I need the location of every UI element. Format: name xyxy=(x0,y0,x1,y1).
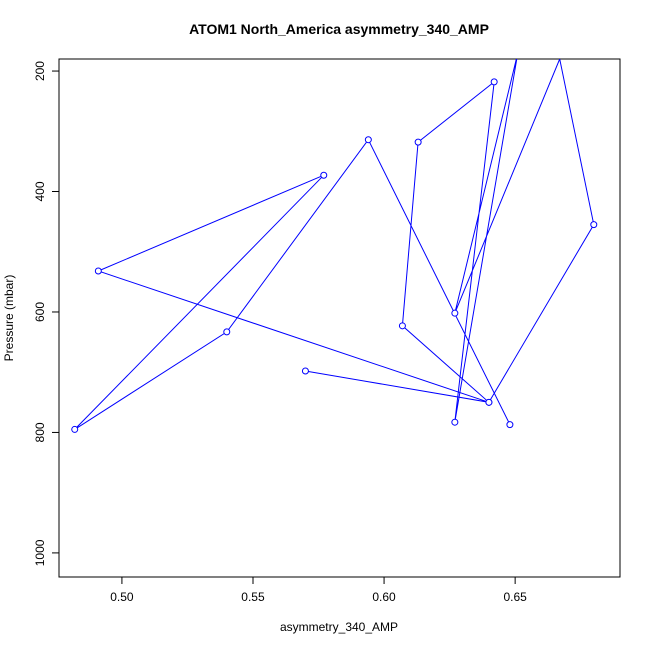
plot-frame xyxy=(58,58,621,578)
data-point xyxy=(320,171,328,179)
x-tick-label: 0.60 xyxy=(372,590,396,604)
x-axis: 0.50 0.55 0.60 0.65 xyxy=(110,576,527,604)
data-point xyxy=(506,421,514,429)
x-tick-label: 0.65 xyxy=(503,590,527,604)
x-tick-label: 0.50 xyxy=(110,590,134,604)
y-tick-label: 600 xyxy=(33,302,47,322)
data-point xyxy=(364,136,372,144)
x-tick-label: 0.55 xyxy=(241,590,265,604)
y-axis: 200 400 600 800 1000 xyxy=(33,61,60,566)
data-point xyxy=(490,78,498,86)
y-axis-label: Pressure (mbar) xyxy=(2,275,16,362)
series-line xyxy=(74,59,595,430)
x-axis-label: asymmetry_340_AMP xyxy=(280,620,398,634)
data-point xyxy=(94,267,102,275)
data-point xyxy=(451,418,459,426)
data-point xyxy=(71,425,79,433)
plot-area xyxy=(71,59,598,433)
data-point xyxy=(451,309,459,317)
y-tick-label: 400 xyxy=(33,181,47,201)
data-point xyxy=(398,322,406,330)
y-tick-label: 1000 xyxy=(33,539,47,566)
data-point xyxy=(590,221,598,229)
chart-title: ATOM1 North_America asymmetry_340_AMP xyxy=(189,21,489,37)
y-tick-label: 200 xyxy=(33,61,47,81)
data-point xyxy=(301,367,309,375)
data-point xyxy=(414,138,422,146)
y-tick-label: 800 xyxy=(33,422,47,442)
data-point xyxy=(485,398,493,406)
data-point xyxy=(223,328,231,336)
